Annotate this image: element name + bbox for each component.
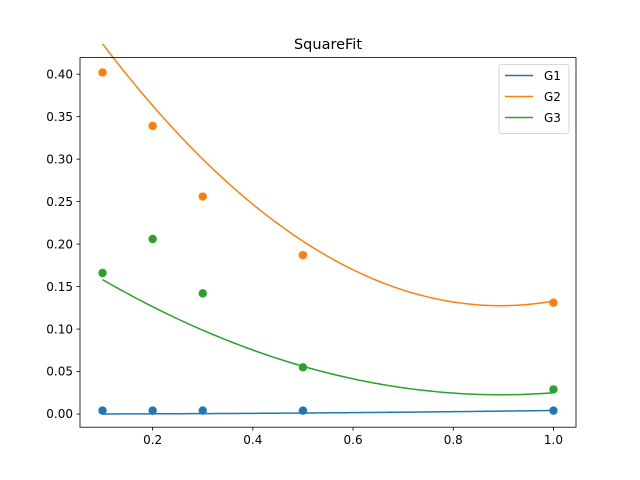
x-tick-label: 0.6	[344, 433, 363, 447]
x-tick-label: 1.0	[544, 433, 563, 447]
legend-label-g3: G3	[544, 111, 561, 125]
legend-label-g2: G2	[544, 90, 561, 104]
data-point-g1	[148, 406, 157, 415]
y-tick-label: 0.05	[46, 365, 73, 379]
y-tick-label: 0.00	[46, 407, 73, 421]
data-point-g3	[198, 289, 207, 298]
fit-line-g3	[102, 278, 554, 396]
fit-line-g1	[102, 409, 554, 415]
data-point-g3	[298, 363, 308, 372]
y-axis: 0.00 0.05 0.10 0.15 0.20 0.25 0.30 0.35 0.40	[46, 67, 80, 421]
x-tick-label: 0.2	[143, 433, 162, 447]
chart-title: SquareFit	[294, 37, 362, 53]
data-point-g3	[98, 268, 107, 278]
legend-box	[498, 64, 570, 134]
legend-label-g1: G1	[544, 69, 561, 83]
data-point-g3	[148, 234, 157, 244]
y-tick-label: 0.35	[46, 110, 73, 124]
x-tick-label: 0.4	[243, 433, 262, 447]
y-tick-label: 0.30	[46, 152, 73, 166]
data-point-g2	[98, 68, 107, 77]
data-point-g1	[298, 406, 308, 415]
y-tick-label: 0.40	[46, 67, 73, 81]
plot-area	[98, 43, 558, 415]
y-tick-label: 0.10	[46, 322, 73, 336]
data-point-g2	[549, 298, 558, 307]
x-tick-label: 0.8	[444, 433, 463, 447]
axes-frame	[79, 57, 577, 428]
fit-line-g2	[101, 43, 554, 307]
x-axis: 0.2 0.4 0.6 0.8 1.0	[143, 427, 563, 447]
y-tick-label: 0.20	[46, 237, 73, 251]
data-point-g1	[549, 406, 558, 415]
y-tick-label: 0.15	[46, 280, 73, 294]
data-point-g2	[198, 192, 207, 201]
data-point-g2	[148, 121, 157, 131]
data-point-g2	[298, 250, 308, 260]
data-point-g1	[98, 406, 107, 415]
data-point-g1	[198, 406, 207, 415]
legend: G1 G2 G3	[498, 64, 570, 134]
data-point-g3	[549, 385, 558, 394]
y-tick-label: 0.25	[46, 195, 73, 209]
